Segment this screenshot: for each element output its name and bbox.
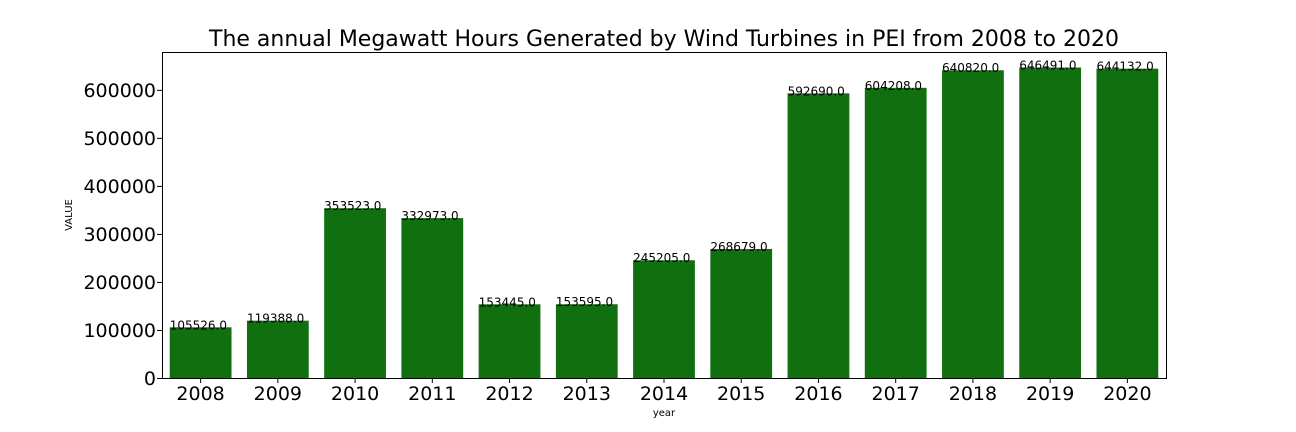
- data-label-2016: 592690.0: [788, 84, 845, 98]
- x-tick-label-2018: 2018: [949, 383, 997, 405]
- data-label-2019: 646491.0: [1019, 59, 1076, 73]
- x-tick-label-2016: 2016: [794, 383, 842, 405]
- bar-2017: [864, 87, 927, 379]
- data-label-2012: 153445.0: [479, 295, 536, 309]
- data-label-2020: 644132.0: [1096, 60, 1153, 74]
- x-tick-label-2011: 2011: [408, 383, 456, 405]
- plot-area-frame: [162, 52, 1167, 379]
- bar-2020: [1096, 68, 1159, 378]
- chart-title: The annual Megawatt Hours Generated by W…: [208, 27, 1119, 52]
- bar-2010: [324, 208, 386, 378]
- x-tick-label-2012: 2012: [485, 383, 533, 405]
- data-label-2008: 105526.0: [170, 318, 227, 332]
- data-label-2015: 268679.0: [710, 240, 767, 254]
- x-tick-label-2008: 2008: [176, 383, 224, 405]
- x-axis-ticks: 2008 2009 2010 2011 2012 2013 2014 2015 2016 2017…: [176, 378, 1152, 405]
- bar-2009: [246, 320, 309, 378]
- bars-group: [169, 67, 1159, 379]
- bar-2019: [1019, 67, 1082, 378]
- y-tick-label: 500000: [83, 128, 156, 150]
- x-axis-label: year: [653, 408, 676, 419]
- x-tick-label-2019: 2019: [1026, 383, 1074, 405]
- x-tick-label-2015: 2015: [717, 383, 765, 405]
- bar-2008: [169, 327, 232, 378]
- x-tick-label-2017: 2017: [872, 383, 920, 405]
- x-tick-label-2020: 2020: [1103, 383, 1151, 405]
- x-tick-label-2014: 2014: [640, 383, 688, 405]
- data-label-2014: 245205.0: [633, 251, 690, 265]
- y-tick-label: 600000: [83, 80, 156, 102]
- data-label-2009: 119388.0: [247, 312, 304, 326]
- x-tick-label-2013: 2013: [563, 383, 611, 405]
- bar-2012: [478, 304, 541, 378]
- data-label-2013: 153595.0: [556, 295, 613, 309]
- y-tick-label: 400000: [83, 176, 156, 198]
- bar-data-labels: 105526.0 119388.0 353523.0 332973.0 153445.0…: [170, 59, 1154, 333]
- y-tick-label: 200000: [83, 272, 156, 294]
- data-label-2011: 332973.0: [401, 209, 458, 223]
- y-axis-ticks: 0 100000 200000 300000 400000 500000 600000: [83, 80, 162, 390]
- y-tick-label: 300000: [83, 224, 156, 246]
- data-label-2010: 353523.0: [324, 199, 381, 213]
- bar-2011: [401, 218, 464, 378]
- bar-2014: [633, 260, 695, 378]
- bar-2018: [942, 70, 1004, 379]
- y-tick-label: 100000: [83, 320, 156, 342]
- data-label-2017: 604208.0: [865, 79, 922, 93]
- bar-2016: [787, 93, 850, 378]
- bar-2013: [555, 304, 618, 378]
- x-tick-label-2010: 2010: [331, 383, 379, 405]
- x-tick-label-2009: 2009: [254, 383, 302, 405]
- bar-2015: [710, 248, 773, 378]
- y-axis-label: VALUE: [64, 199, 75, 231]
- data-label-2018: 640820.0: [942, 61, 999, 75]
- y-tick-label: 0: [144, 368, 156, 390]
